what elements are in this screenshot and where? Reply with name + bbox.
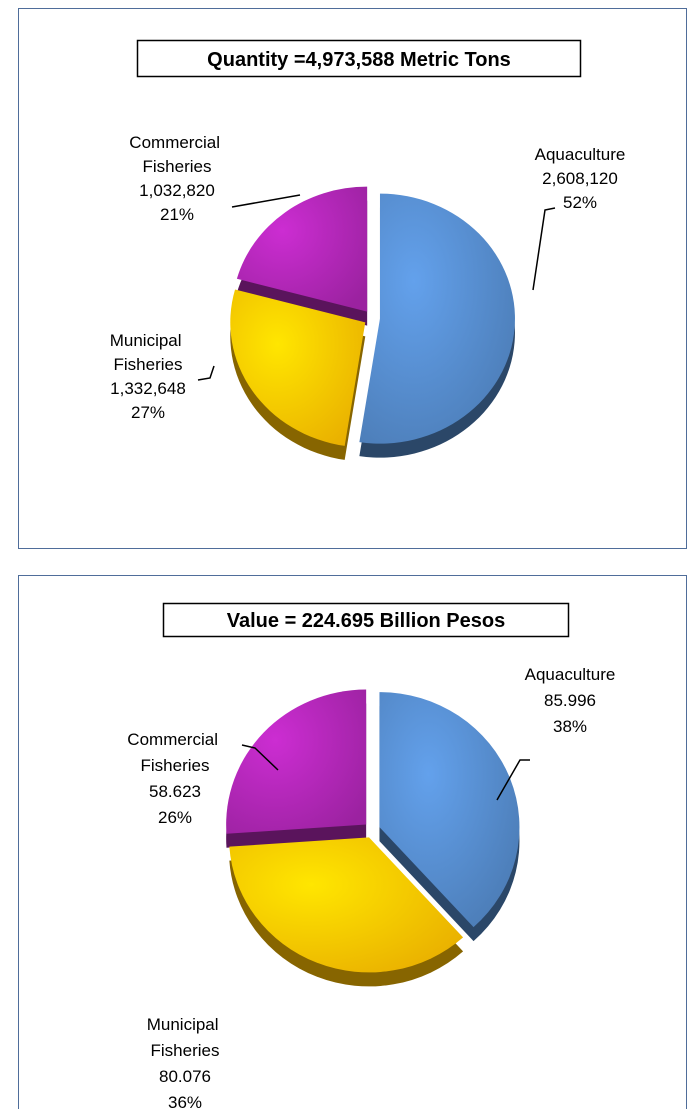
- chart-frame: [18, 575, 687, 1109]
- pie-slice: [226, 689, 367, 834]
- slice-percent: 26%: [158, 808, 192, 827]
- title-box: [136, 39, 582, 78]
- chart-frame: [18, 8, 687, 549]
- leader-line: [532, 207, 556, 291]
- slice-label: Municipal Fisheries: [110, 331, 187, 374]
- slice-percent: 38%: [553, 717, 587, 736]
- slice-label: Aquaculture: [525, 665, 616, 684]
- chart-title: Quantity =4,973,588 Metric Tons: [207, 49, 511, 71]
- title-box: [162, 602, 570, 638]
- slice-value: 1,032,820: [139, 181, 215, 200]
- slice-percent: 27%: [131, 403, 165, 422]
- pie-slice: [379, 692, 520, 928]
- slice-percent: 21%: [160, 205, 194, 224]
- slice-percent: 36%: [168, 1093, 202, 1109]
- pie-slice: [236, 186, 368, 312]
- pie-slice: [229, 837, 464, 973]
- pie-slice: [230, 289, 366, 446]
- slice-value: 58.623: [149, 782, 201, 801]
- leader-line: [197, 365, 215, 381]
- slice-label: Aquaculture: [535, 145, 626, 164]
- leader-line: [496, 759, 530, 801]
- slice-label: Municipal Fisheries: [147, 1015, 224, 1060]
- slice-value: 2,608,120: [542, 169, 618, 188]
- pie-slice: [359, 193, 515, 444]
- leader-line: [231, 194, 301, 208]
- chart-title: Value = 224.695 Billion Pesos: [227, 610, 506, 632]
- leader-line: [241, 744, 279, 771]
- slice-value: 85.996: [544, 691, 596, 710]
- slice-label: Commercial Fisheries: [129, 133, 224, 176]
- slice-percent: 52%: [563, 193, 597, 212]
- slice-value: 80.076: [159, 1067, 211, 1086]
- slice-value: 1,332,648: [110, 379, 186, 398]
- slice-label: Commercial Fisheries: [127, 730, 222, 775]
